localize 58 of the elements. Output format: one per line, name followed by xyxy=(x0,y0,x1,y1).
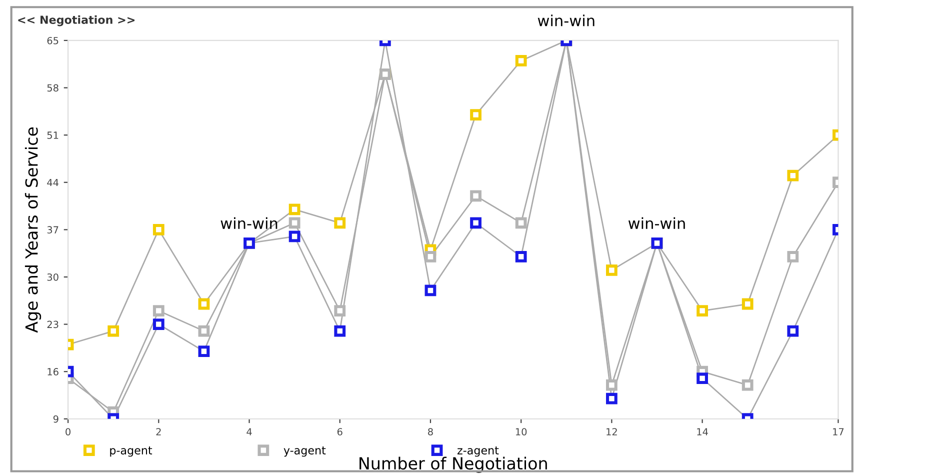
point xyxy=(787,325,799,337)
point xyxy=(606,264,618,276)
point xyxy=(288,204,300,216)
point xyxy=(288,217,300,229)
x-tick-label: 8 xyxy=(428,428,433,436)
point xyxy=(198,325,210,337)
x-tick-label: 4 xyxy=(246,428,252,436)
y-tick-label: 58 xyxy=(47,84,58,92)
point xyxy=(334,217,346,229)
point xyxy=(152,305,164,316)
annotation: win-win xyxy=(220,217,278,229)
point xyxy=(606,379,618,391)
x-tick-label: 0 xyxy=(66,428,70,436)
point xyxy=(515,55,527,66)
x-axis-title: Number of Negotiation xyxy=(360,456,547,473)
point xyxy=(696,372,708,384)
point xyxy=(742,379,754,391)
annotation: win-win xyxy=(538,14,594,26)
point xyxy=(424,284,436,296)
y-tick-label: 44 xyxy=(47,178,58,186)
point xyxy=(198,298,210,310)
x-tick-label: 10 xyxy=(516,428,527,436)
legend-label: p-agent xyxy=(110,446,152,457)
y-tick-label: 37 xyxy=(47,226,58,234)
point xyxy=(606,392,618,404)
point xyxy=(787,170,799,182)
y-tick-label: 9 xyxy=(53,415,58,423)
y-tick-label: 23 xyxy=(47,320,58,328)
point xyxy=(334,305,346,316)
point xyxy=(787,251,799,262)
point xyxy=(152,224,164,236)
point xyxy=(152,318,164,330)
x-tick-label: 17 xyxy=(833,428,844,436)
y-tick-label: 16 xyxy=(48,368,58,376)
point xyxy=(470,109,482,120)
point xyxy=(515,217,527,229)
point xyxy=(515,251,527,262)
annotation: win-win xyxy=(628,217,685,229)
x-tick-label: 14 xyxy=(697,428,708,436)
point xyxy=(424,251,436,262)
y-tick-label: 51 xyxy=(47,132,58,139)
point xyxy=(334,325,346,337)
x-tick-label: 6 xyxy=(337,428,342,436)
y-axis-title: Age and Years of Service xyxy=(24,127,42,333)
point xyxy=(696,305,708,316)
point xyxy=(288,230,300,242)
chart-title: << Negotiation >> xyxy=(18,15,135,26)
y-tick-label: 65 xyxy=(47,36,58,44)
y-tick-label: 30 xyxy=(47,273,58,281)
point xyxy=(470,217,482,229)
point xyxy=(742,298,754,310)
legend-label: y-agent xyxy=(284,446,326,457)
point xyxy=(470,190,482,202)
legend-label: z-agent xyxy=(458,446,499,457)
point xyxy=(108,325,120,337)
x-tick-label: 12 xyxy=(606,428,617,436)
x-tick-label: 2 xyxy=(156,428,161,436)
point xyxy=(198,346,210,357)
